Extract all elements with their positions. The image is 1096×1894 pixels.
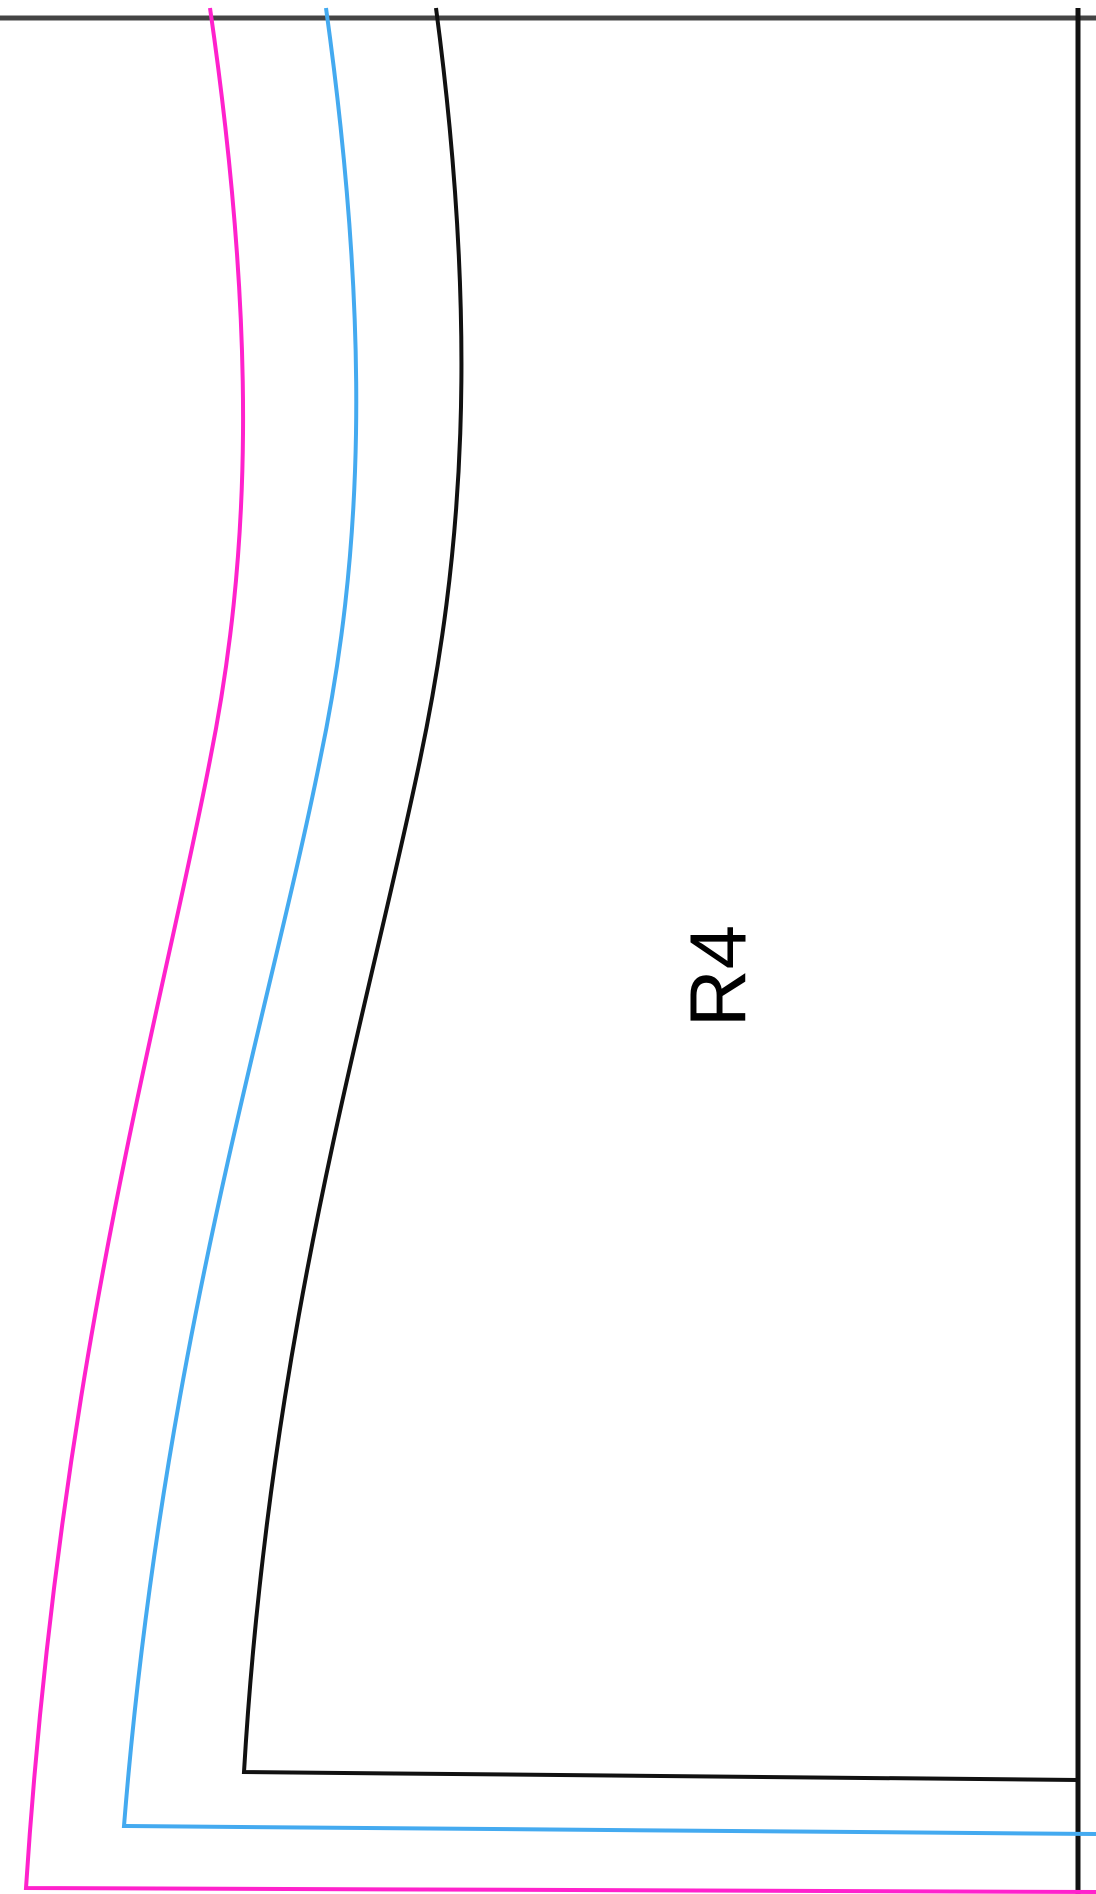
region-label: R4	[674, 925, 763, 1027]
stitch-line-black	[241, 7, 1079, 1782]
seam-line-blue	[121, 7, 1096, 1836]
cut-line-magenta	[23, 7, 1096, 1894]
